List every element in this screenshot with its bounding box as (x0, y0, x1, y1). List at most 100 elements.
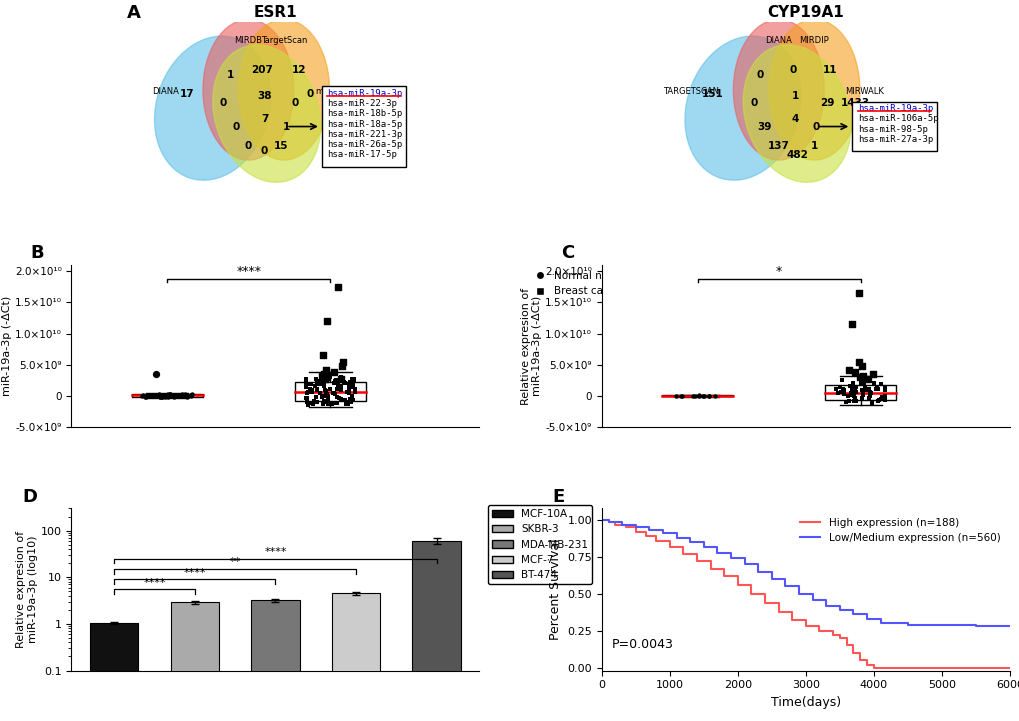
Low/Medium expression (n=560) (765, 575, 777, 583)
High expression (n=188) (677, 549, 689, 558)
Point (298, 373, 314, 385)
Point (870, 394, 887, 405)
Point (317, 384, 333, 396)
Point (843, 386, 859, 397)
Point (855, 379, 871, 390)
Text: hsa-miR-18b-5p: hsa-miR-18b-5p (327, 110, 403, 118)
Text: 1: 1 (791, 92, 798, 101)
Point (162, 389, 178, 401)
Point (152, 391, 168, 402)
Point (160, 389, 176, 400)
Point (142, 389, 158, 401)
Bar (824, 385, 896, 399)
Point (846, 385, 862, 397)
Point (163, 390, 179, 402)
Point (167, 391, 183, 402)
Point (859, 373, 875, 384)
Point (324, 398, 340, 410)
Ellipse shape (743, 45, 850, 182)
Bar (331, 593, 380, 721)
Point (142, 390, 158, 402)
Point (835, 383, 851, 394)
Point (145, 391, 161, 402)
High expression (n=188) (771, 607, 784, 616)
High expression (n=188) (870, 663, 882, 672)
Point (155, 389, 171, 401)
Y-axis label: Relative expresion of
miR-19a-3p (-ΔCt): Relative expresion of miR-19a-3p (-ΔCt) (0, 288, 12, 404)
Point (169, 389, 185, 401)
Point (317, 373, 333, 384)
High expression (n=188) (639, 532, 651, 541)
Text: 12: 12 (291, 66, 306, 75)
Low/Medium expression (n=560) (833, 606, 845, 614)
Point (847, 386, 863, 398)
Point (842, 380, 858, 392)
Point (183, 389, 200, 400)
Point (140, 390, 156, 402)
Point (309, 383, 325, 394)
Point (165, 391, 181, 402)
Point (853, 377, 869, 389)
Point (860, 392, 876, 403)
Point (673, 390, 689, 402)
Point (315, 376, 331, 388)
Point (300, 399, 316, 410)
Point (299, 387, 315, 399)
Low/Medium expression (n=560) (643, 526, 655, 535)
Ellipse shape (685, 36, 800, 180)
Text: 0: 0 (812, 122, 819, 131)
Text: 0: 0 (232, 122, 239, 131)
Point (182, 389, 199, 400)
Point (307, 397, 323, 408)
Low/Medium expression (n=560) (710, 548, 722, 557)
Point (844, 377, 860, 389)
Text: 0: 0 (306, 89, 313, 99)
Point (316, 391, 332, 402)
Point (856, 382, 872, 394)
Point (845, 396, 861, 407)
Point (149, 390, 165, 402)
Point (867, 383, 883, 394)
Point (853, 360, 869, 372)
Point (157, 391, 173, 402)
Low/Medium expression (n=560) (806, 596, 818, 604)
High expression (n=188) (704, 565, 716, 573)
Point (298, 376, 314, 388)
Point (176, 389, 193, 400)
Point (135, 389, 151, 401)
Point (154, 392, 170, 403)
Point (161, 389, 177, 401)
Point (162, 390, 178, 402)
Point (147, 390, 163, 402)
Point (845, 391, 861, 402)
Point (162, 389, 178, 400)
Text: 0: 0 (220, 98, 227, 107)
Point (844, 319, 860, 330)
Low/Medium expression (n=560) (656, 529, 668, 538)
Point (829, 388, 846, 399)
Point (853, 392, 869, 404)
Low/Medium expression (n=560) (684, 538, 696, 547)
Low/Medium expression (n=560) (629, 523, 641, 532)
Point (690, 389, 706, 401)
Point (152, 391, 168, 402)
Point (860, 384, 876, 395)
Text: 1: 1 (226, 70, 233, 79)
Point (340, 383, 357, 394)
Point (298, 378, 314, 389)
Point (834, 375, 850, 386)
Point (328, 397, 344, 409)
Point (871, 393, 888, 404)
Text: hsa-miR-19a-3p: hsa-miR-19a-3p (327, 89, 403, 98)
Point (314, 391, 330, 402)
Text: hsa-miR-106a-5p: hsa-miR-106a-5p (857, 115, 937, 123)
Point (318, 389, 334, 400)
Point (336, 377, 353, 389)
Point (701, 390, 717, 402)
Text: 29: 29 (819, 98, 834, 107)
Text: **: ** (229, 557, 240, 567)
Point (180, 390, 197, 402)
Point (305, 395, 321, 407)
Point (827, 383, 844, 394)
Point (842, 388, 858, 399)
